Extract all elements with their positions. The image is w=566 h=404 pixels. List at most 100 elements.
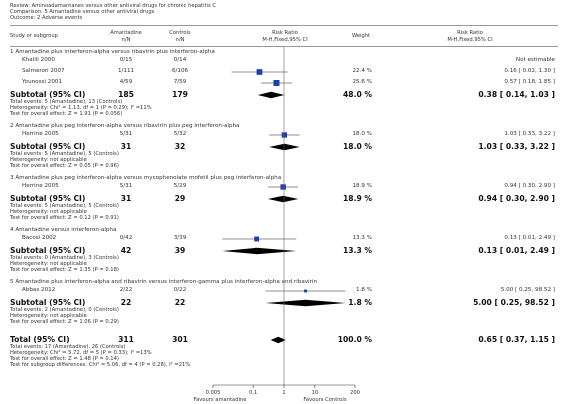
study-weight: 18.9 % bbox=[352, 183, 372, 189]
study-ctl-events: 0/14 bbox=[173, 57, 187, 63]
subtotal-ctl: 32 bbox=[174, 142, 186, 151]
total-note: Test for subgroup differences: Chi² = 5.… bbox=[10, 362, 191, 368]
subtotal-exp: 31 bbox=[120, 194, 132, 203]
study-ctl-events: 7/59 bbox=[173, 79, 187, 85]
subtotal-diamond bbox=[222, 247, 297, 255]
x-tick-label: 1 bbox=[282, 390, 285, 396]
study-point bbox=[281, 132, 288, 138]
subtotal-label: Subtotal (95% CI) bbox=[10, 142, 86, 151]
col-header-rr2-method: M-H,Fixed,95% CI bbox=[447, 37, 493, 43]
favours-right-label: Favours Controls bbox=[303, 397, 347, 403]
subgroup-title: 3 Amantadine plus peg interferon-alpha v… bbox=[10, 175, 282, 181]
study-ctl-events: 3/39 bbox=[173, 235, 187, 241]
subgroup-note: Total events: 5 (Amantadine), 13 (Contro… bbox=[10, 99, 123, 105]
header-rule-top bbox=[10, 25, 558, 26]
study-rr-text: 0.57 [ 0.18, 1.85 ] bbox=[504, 79, 555, 85]
subtotal-weight: 1.8 % bbox=[348, 298, 372, 307]
subgroup-note: Heterogeneity: not applicable bbox=[10, 157, 87, 163]
study-rr-text: 0.94 [ 0.30, 2.90 ] bbox=[504, 183, 555, 189]
subtotal-diamond bbox=[267, 195, 299, 203]
study-point bbox=[280, 184, 286, 190]
subgroup-note: Test for overall effect: Z = 1.91 (P = 0… bbox=[10, 111, 123, 117]
study-weight: 1.8 % bbox=[356, 287, 372, 293]
study-point bbox=[273, 80, 280, 86]
subgroup-note: Total events: 2 (Amantadine), 0 (Control… bbox=[10, 307, 119, 313]
outcome-title: Outcome: 2 Adverse events bbox=[10, 15, 83, 21]
col-header-ctl-n: n/N bbox=[175, 37, 185, 43]
subgroup-note: Test for overall effect: Z = 0.05 (P = 0… bbox=[10, 163, 119, 169]
study-name: Younossi 2001 bbox=[22, 79, 63, 85]
subtotal-ctl: 179 bbox=[172, 90, 188, 99]
subtotal-diamond bbox=[257, 91, 285, 99]
col-header-study: Study or subgroup bbox=[10, 33, 58, 39]
total-note: Test for overall effect: Z = 1.48 (P = 0… bbox=[10, 356, 119, 362]
x-tick-label: 0.1 bbox=[249, 390, 257, 396]
subtotal-label: Subtotal (95% CI) bbox=[10, 298, 86, 307]
subgroup-title: 2 Amantadine plus peg interferon-alpha v… bbox=[10, 123, 240, 129]
subtotal-weight: 18.9 % bbox=[343, 194, 372, 203]
subtotal-rr-text: 1.03 [ 0.33, 3.22 ] bbox=[478, 142, 555, 151]
subgroup-note: Heterogeneity: not applicable bbox=[10, 261, 87, 267]
study-rr-text: 0.16 [ 0.02, 1.30 ] bbox=[504, 68, 555, 74]
subgroup-note: Heterogeneity: Chi² = 1.13, df = 1 (P = … bbox=[10, 105, 152, 111]
col-header-exp-n: n/N bbox=[121, 37, 131, 43]
total-label: Total (95% CI) bbox=[10, 335, 70, 344]
subgroup-note: Test for overall effect: Z = 1.06 (P = 0… bbox=[10, 319, 119, 325]
study-exp-events: 0/42 bbox=[119, 235, 133, 241]
study-point bbox=[256, 69, 263, 75]
total-exp: 311 bbox=[118, 335, 134, 344]
subgroup-note: Test for overall effect: Z = 1.35 (P = 0… bbox=[10, 267, 119, 273]
subtotal-rr-text: 5.00 [ 0.25, 98.52 ] bbox=[473, 298, 555, 307]
subtotal-ctl: 29 bbox=[174, 194, 186, 203]
study-ctl-events: 5/29 bbox=[173, 183, 187, 189]
subtotal-weight: 48.0 % bbox=[343, 90, 372, 99]
subtotal-label: Subtotal (95% CI) bbox=[10, 90, 86, 99]
subtotal-exp: 185 bbox=[118, 90, 134, 99]
subgroup-note: Test for overall effect: Z = 0.12 (P = 0… bbox=[10, 215, 119, 221]
subtotal-ctl: 39 bbox=[174, 246, 186, 255]
total-weight: 100.0 % bbox=[337, 335, 372, 344]
x-tick-label: 10 bbox=[312, 390, 319, 396]
x-tick-label: 0.005 bbox=[206, 390, 221, 396]
study-exp-events: 5/31 bbox=[119, 131, 133, 137]
subtotal-rr-text: 0.38 [ 0.14, 1.03 ] bbox=[478, 90, 555, 99]
study-weight: 18.0 % bbox=[352, 131, 372, 137]
col-header-exp: Amantadine bbox=[110, 30, 142, 36]
col-header-rr2: Risk Ratio bbox=[457, 30, 483, 36]
total-rr-text: 0.65 [ 0.37, 1.15 ] bbox=[478, 335, 555, 344]
subtotal-rr-text: 0.94 [ 0.30, 2.90 ] bbox=[478, 194, 555, 203]
study-name: Salmeron 2007 bbox=[22, 68, 65, 74]
col-header-weight: Weight bbox=[352, 33, 371, 39]
subtotal-weight: 18.0 % bbox=[343, 142, 372, 151]
study-rr-text: 0.13 [ 0.01, 2.49 ] bbox=[504, 235, 555, 241]
study-name: Herrine 2005 bbox=[22, 131, 59, 137]
subtotal-label: Subtotal (95% CI) bbox=[10, 246, 86, 255]
subtotal-rr-text: 0.13 [ 0.01, 2.49 ] bbox=[478, 246, 555, 255]
study-name: Herrine 2005 bbox=[22, 183, 59, 189]
subgroup-title: 4 Amantadine versus interferon-alpha bbox=[10, 227, 117, 233]
favours-left-label: Favours amantadine bbox=[193, 397, 247, 403]
subgroup-note: Heterogeneity: not applicable bbox=[10, 313, 87, 319]
header-rule-bottom bbox=[10, 46, 558, 47]
study-rr-text: 1.03 [ 0.33, 3.22 ] bbox=[504, 131, 555, 137]
subgroup-title: 5 Amantadine plus interferon-alpha and r… bbox=[10, 279, 318, 285]
study-point bbox=[304, 289, 308, 293]
review-title: Review: Aminoadamantanes versus other an… bbox=[10, 3, 216, 9]
subtotal-ctl: 22 bbox=[174, 298, 186, 307]
study-ctl-events: 5/32 bbox=[173, 131, 187, 137]
study-name: Bacosi 2002 bbox=[22, 235, 57, 241]
x-tick-label: 200 bbox=[350, 390, 360, 396]
subtotal-weight: 13.3 % bbox=[343, 246, 372, 255]
study-exp-events: 4/59 bbox=[119, 79, 133, 85]
subtotal-exp: 22 bbox=[120, 298, 132, 307]
study-rr-text: 5.00 [ 0.25, 98.52 ] bbox=[500, 287, 555, 293]
subtotal-diamond bbox=[269, 143, 300, 151]
total-ctl: 301 bbox=[172, 335, 188, 344]
total-diamond bbox=[270, 336, 286, 344]
study-name: Abbas 2012 bbox=[22, 287, 56, 293]
study-exp-events: 1/111 bbox=[117, 68, 135, 74]
subgroup-note: Total events: 5 (Amantadine), 5 (Control… bbox=[10, 151, 119, 157]
study-weight: 13.3 % bbox=[352, 235, 372, 241]
study-exp-events: 5/31 bbox=[119, 183, 133, 189]
total-note: Heterogeneity: Chi² = 5.72, df = 5 (P = … bbox=[10, 350, 152, 356]
